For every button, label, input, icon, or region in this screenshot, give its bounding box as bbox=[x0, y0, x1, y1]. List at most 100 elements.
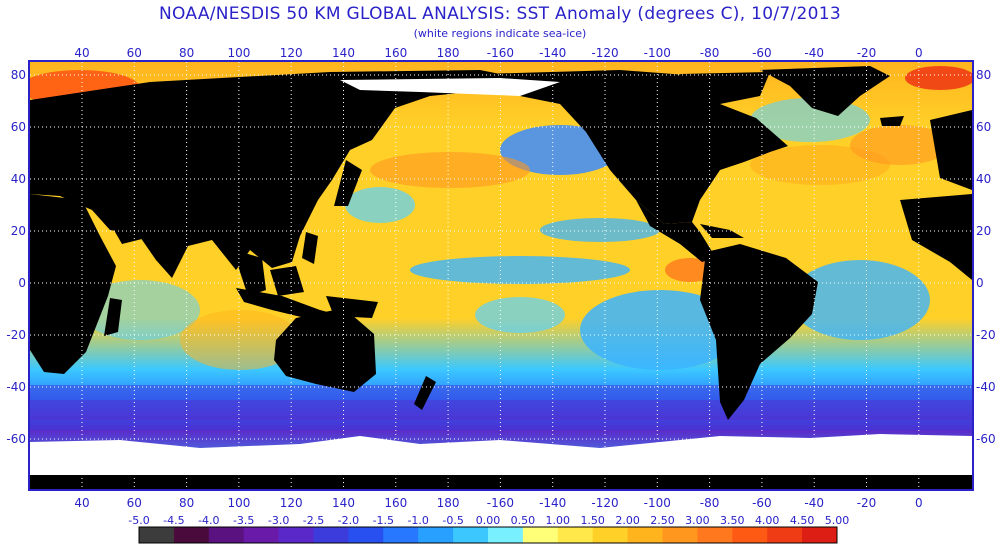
lat-tick-labels-right: 80 60 40 20 0 -20 -40 -60 bbox=[976, 68, 996, 446]
legend-label: -4.0 bbox=[198, 514, 219, 527]
lat-tick-label: -40 bbox=[976, 380, 996, 394]
legend-label: -1.5 bbox=[373, 514, 394, 527]
lon-tick-label: -140 bbox=[539, 496, 566, 510]
lon-tick-label: -60 bbox=[752, 46, 772, 60]
lon-tick-label: 140 bbox=[332, 46, 355, 60]
lon-tick-label: 60 bbox=[127, 46, 142, 60]
legend-label: -3.0 bbox=[268, 514, 289, 527]
lon-tick-label: 80 bbox=[179, 496, 194, 510]
lon-tick-label: -40 bbox=[804, 496, 824, 510]
land-philippines bbox=[302, 232, 318, 264]
lon-tick-label: 40 bbox=[74, 46, 89, 60]
lon-tick-label: 100 bbox=[227, 46, 250, 60]
lon-tick-label: 180 bbox=[437, 496, 460, 510]
lat-tick-label: 40 bbox=[11, 172, 26, 186]
land-south-america bbox=[700, 244, 818, 420]
legend-label: -2.0 bbox=[338, 514, 359, 527]
lat-tick-label: -60 bbox=[6, 432, 26, 446]
lon-tick-label: 120 bbox=[280, 46, 303, 60]
legend-label: -3.5 bbox=[233, 514, 254, 527]
legend-swatch bbox=[453, 527, 489, 543]
lon-tick-label: -100 bbox=[644, 496, 671, 510]
lon-tick-label: -20 bbox=[857, 46, 877, 60]
legend-label: -2.5 bbox=[303, 514, 324, 527]
legend-swatch bbox=[418, 527, 454, 543]
legend-swatch bbox=[662, 527, 698, 543]
map-field bbox=[30, 62, 972, 489]
lon-tick-label: -100 bbox=[644, 46, 671, 60]
land-western-europe bbox=[930, 110, 972, 190]
land-mexico-central-america bbox=[636, 200, 716, 262]
lat-lon-grid bbox=[30, 62, 972, 489]
legend-swatch bbox=[522, 527, 559, 543]
lon-tick-label: 40 bbox=[74, 496, 89, 510]
legend-label: 2.00 bbox=[615, 514, 640, 527]
lat-tick-label: -20 bbox=[976, 328, 996, 342]
antarctica-land bbox=[30, 475, 972, 489]
lon-tick-label: -160 bbox=[487, 496, 514, 510]
lon-tick-label: 0 bbox=[915, 496, 923, 510]
legend-label: 0.00 bbox=[476, 514, 501, 527]
lon-tick-label: 140 bbox=[332, 496, 355, 510]
lon-tick-label: 0 bbox=[915, 46, 923, 60]
land-indochina bbox=[234, 250, 266, 296]
legend-swatch bbox=[208, 527, 245, 543]
land-greenland bbox=[760, 66, 890, 116]
lon-tick-label: -80 bbox=[700, 46, 720, 60]
lat-tick-label: 80 bbox=[976, 68, 991, 82]
legend-swatch bbox=[139, 527, 175, 543]
lon-tick-label: 60 bbox=[127, 496, 142, 510]
map-subtitle: (white regions indicate sea-ice) bbox=[413, 27, 587, 40]
land-north-america bbox=[480, 70, 788, 224]
land-canadian-arctic bbox=[680, 72, 770, 104]
land-iceland bbox=[880, 116, 904, 126]
lon-tick-label: -60 bbox=[752, 496, 772, 510]
legend-swatch bbox=[278, 527, 314, 543]
lat-tick-label: 80 bbox=[11, 68, 26, 82]
legend-swatch bbox=[488, 527, 524, 543]
legend-swatch bbox=[767, 527, 803, 543]
lat-tick-label: 0 bbox=[976, 276, 984, 290]
legend-swatch bbox=[313, 527, 349, 543]
legend-label: 0.50 bbox=[511, 514, 536, 527]
legend-label: 4.00 bbox=[755, 514, 780, 527]
legend-swatch bbox=[732, 527, 768, 543]
lat-tick-label: -20 bbox=[6, 328, 26, 342]
lon-tick-labels-bottom: 40 60 80 100 120 140 160 180 -160 -140 -120 -100 -80… bbox=[74, 496, 922, 510]
legend-label: -1.0 bbox=[407, 514, 428, 527]
lon-tick-label: 160 bbox=[384, 46, 407, 60]
lat-tick-label: -60 bbox=[976, 432, 996, 446]
lon-tick-label: 120 bbox=[280, 496, 303, 510]
lat-tick-label: 20 bbox=[976, 224, 991, 238]
legend-label: 3.50 bbox=[720, 514, 745, 527]
anomaly-patches bbox=[30, 66, 972, 430]
legend-label: 4.50 bbox=[790, 514, 815, 527]
legend-label: 3.00 bbox=[685, 514, 710, 527]
color-legend: -5.0 -4.5 -4.0 -3.5 -3.0 -2.5 -2.0 -1.5 -1.0 -0.5… bbox=[128, 514, 850, 544]
legend-swatch bbox=[243, 527, 280, 543]
land-new-zealand bbox=[414, 376, 436, 410]
lon-tick-label: -40 bbox=[804, 46, 824, 60]
legend-label: 2.50 bbox=[650, 514, 675, 527]
lat-tick-label: 0 bbox=[18, 276, 26, 290]
land-australia bbox=[274, 308, 376, 392]
legend-label: -5.0 bbox=[128, 514, 149, 527]
lon-tick-label: -80 bbox=[700, 496, 720, 510]
legend-swatch bbox=[383, 527, 419, 543]
legend-swatch bbox=[802, 527, 838, 543]
lon-tick-label: -120 bbox=[591, 496, 618, 510]
lon-tick-label: 80 bbox=[179, 46, 194, 60]
legend-swatch bbox=[697, 527, 733, 543]
land-borneo bbox=[270, 266, 304, 296]
legend-label: 1.50 bbox=[580, 514, 605, 527]
land-japan bbox=[334, 160, 362, 206]
lon-tick-labels-top: 40 60 80 100 120 140 160 180 -160 -140 -120 -100 -80… bbox=[74, 46, 922, 60]
lon-tick-label: 100 bbox=[227, 496, 250, 510]
lon-tick-label: 160 bbox=[384, 496, 407, 510]
legend-swatch bbox=[173, 527, 210, 543]
legend-label: 5.00 bbox=[825, 514, 850, 527]
land-madagascar bbox=[104, 298, 122, 336]
lat-tick-label: 40 bbox=[976, 172, 991, 186]
lat-tick-label: 60 bbox=[11, 120, 26, 134]
legend-swatch bbox=[627, 527, 663, 543]
